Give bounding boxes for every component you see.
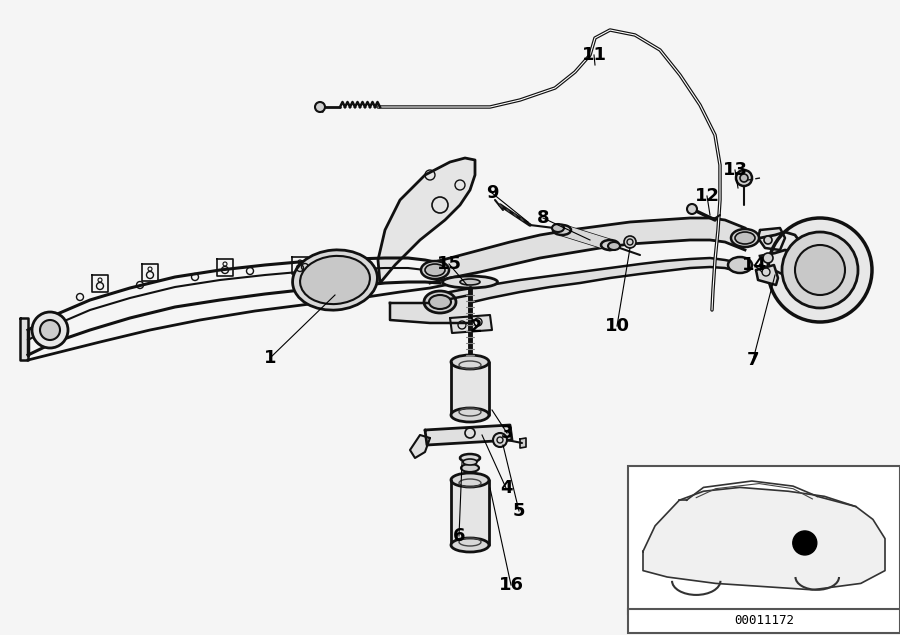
Circle shape [687, 204, 697, 214]
Ellipse shape [451, 473, 489, 487]
Polygon shape [410, 435, 430, 458]
Polygon shape [451, 362, 489, 415]
Ellipse shape [451, 538, 489, 552]
Ellipse shape [460, 454, 480, 462]
Text: 00011172: 00011172 [734, 615, 794, 627]
Ellipse shape [451, 355, 489, 369]
Text: 15: 15 [436, 255, 462, 273]
Circle shape [763, 253, 773, 263]
Ellipse shape [731, 229, 759, 247]
Polygon shape [20, 318, 28, 360]
Circle shape [740, 174, 748, 182]
Ellipse shape [451, 408, 489, 422]
Text: 6: 6 [453, 527, 465, 545]
Ellipse shape [552, 224, 564, 232]
Ellipse shape [424, 291, 456, 313]
Text: 9: 9 [486, 184, 499, 202]
Ellipse shape [292, 250, 377, 310]
Polygon shape [430, 218, 745, 283]
Polygon shape [451, 480, 489, 545]
Circle shape [736, 170, 752, 186]
Polygon shape [425, 425, 512, 445]
Text: 2: 2 [470, 318, 482, 336]
Ellipse shape [461, 464, 479, 472]
Circle shape [624, 236, 636, 248]
Polygon shape [562, 225, 610, 250]
Circle shape [32, 312, 68, 348]
Ellipse shape [429, 295, 451, 309]
Polygon shape [643, 488, 885, 590]
Ellipse shape [463, 459, 477, 465]
Ellipse shape [300, 256, 370, 304]
Ellipse shape [735, 232, 755, 244]
Text: 8: 8 [536, 209, 549, 227]
Polygon shape [435, 258, 740, 310]
Polygon shape [756, 265, 778, 285]
Ellipse shape [421, 261, 449, 279]
Text: 13: 13 [723, 161, 748, 179]
Bar [628, 466, 900, 614]
Polygon shape [758, 228, 785, 250]
Text: 11: 11 [581, 46, 607, 64]
Circle shape [768, 218, 872, 322]
Text: 14: 14 [742, 256, 767, 274]
Ellipse shape [425, 264, 445, 276]
Polygon shape [520, 438, 526, 448]
Text: 3: 3 [500, 424, 513, 442]
Ellipse shape [553, 225, 571, 235]
Text: 1: 1 [264, 349, 276, 367]
Circle shape [795, 245, 845, 295]
Polygon shape [390, 295, 470, 323]
Ellipse shape [460, 279, 480, 285]
Circle shape [764, 236, 772, 244]
Polygon shape [450, 315, 492, 333]
Bar [628, 609, 900, 633]
Text: 12: 12 [695, 187, 719, 205]
Circle shape [782, 232, 858, 308]
Circle shape [40, 320, 60, 340]
Circle shape [793, 531, 817, 555]
Text: 7: 7 [747, 351, 760, 369]
Ellipse shape [728, 257, 752, 273]
Ellipse shape [601, 240, 619, 250]
Ellipse shape [608, 242, 620, 250]
Text: 4: 4 [500, 479, 512, 497]
Text: 5: 5 [513, 502, 526, 520]
Circle shape [315, 102, 325, 112]
Text: 10: 10 [605, 317, 629, 335]
Ellipse shape [443, 276, 498, 288]
Circle shape [493, 433, 507, 447]
Polygon shape [378, 158, 475, 283]
Text: 16: 16 [499, 576, 524, 594]
